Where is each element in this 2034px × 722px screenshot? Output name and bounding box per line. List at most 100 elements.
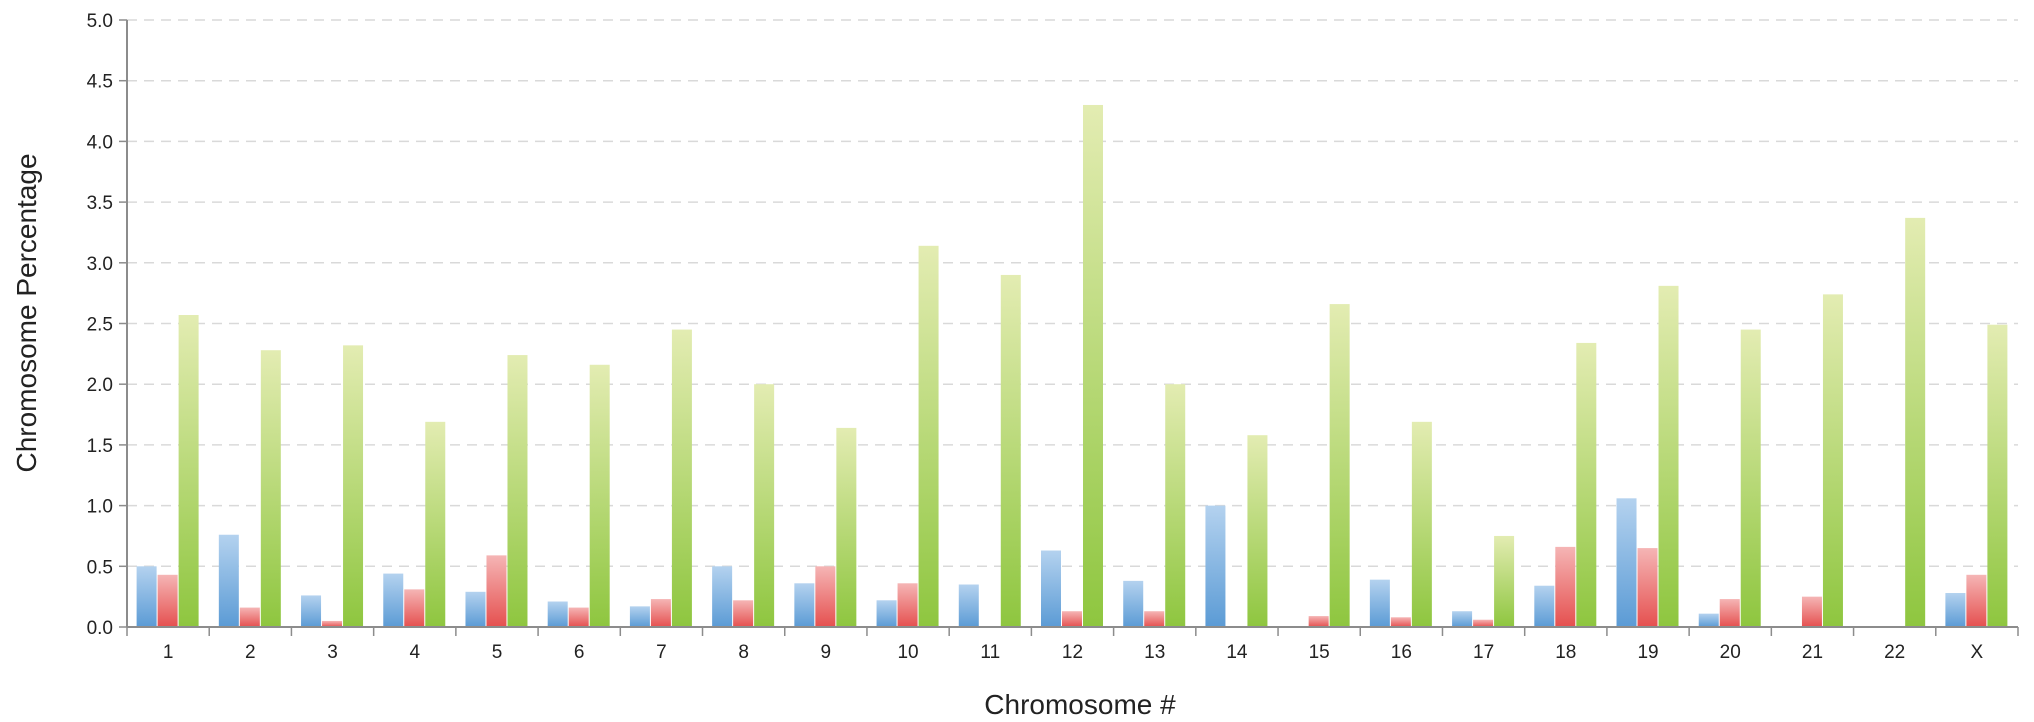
bar-series1-chr-9 (794, 583, 815, 627)
x-axis-title: Chromosome # (984, 689, 1176, 720)
bar-series1-chr-3 (301, 595, 322, 627)
bar-series3-chr-6 (589, 364, 610, 627)
bar-series3-chr-17 (1494, 535, 1515, 627)
bar-series3-chr-21 (1822, 294, 1843, 627)
bar-series3-chr-22 (1905, 217, 1926, 627)
bar-series1-chr-X (1945, 593, 1966, 627)
y-tick-label: 2.0 (87, 375, 113, 396)
bar-series1-chr-19 (1616, 498, 1637, 627)
bar-series3-chr-5 (507, 355, 528, 627)
bar-series2-chr-12 (1062, 611, 1082, 627)
x-tick-label: 19 (1637, 642, 1658, 663)
bar-series3-chr-2 (260, 350, 281, 627)
bar-series1-chr-2 (218, 534, 239, 627)
bar-series2-chr-8 (733, 600, 754, 627)
x-tick-label: 10 (897, 642, 918, 663)
bar-series2-chr-17 (1473, 619, 1494, 627)
y-tick-label: 5.0 (87, 11, 113, 32)
bar-series1-chr-7 (629, 606, 650, 627)
bar-series3-chr-4 (425, 421, 446, 627)
bar-series3-chr-7 (671, 329, 692, 627)
bar-series3-chr-13 (1165, 384, 1186, 627)
bar-series3-chr-1 (178, 315, 199, 627)
x-tick-label: 4 (409, 642, 420, 663)
bar-series3-chr-18 (1576, 342, 1597, 627)
x-tick-label: 17 (1473, 642, 1494, 663)
y-tick-label: 1.5 (87, 436, 113, 457)
bar-series2-chr-15 (1308, 616, 1329, 627)
bar-series1-chr-14 (1205, 505, 1226, 627)
y-tick-label: 2.5 (87, 315, 113, 336)
bar-series1-chr-6 (547, 601, 568, 627)
y-tick-label: 3.5 (87, 193, 113, 214)
bar-series1-chr-4 (383, 573, 404, 627)
bar-series3-chr-15 (1329, 304, 1350, 627)
bar-series2-chr-2 (239, 607, 260, 627)
bars (136, 104, 2008, 628)
x-tick-label: 6 (574, 642, 585, 663)
x-tick-label: 20 (1720, 642, 1741, 663)
bar-series3-chr-12 (1083, 104, 1103, 628)
bar-series2-chr-3 (322, 620, 343, 627)
x-tick-label: 22 (1884, 642, 1905, 663)
bar-series2-chr-5 (486, 555, 507, 627)
bar-series1-chr-16 (1369, 579, 1390, 627)
bar-series1-chr-8 (712, 566, 733, 627)
x-tick-label: 1 (163, 642, 174, 663)
bar-series2-chr-18 (1555, 546, 1576, 627)
bar-series2-chr-X (1966, 574, 1987, 627)
bar-series1-chr-11 (958, 584, 979, 627)
bar-series2-chr-19 (1637, 548, 1658, 627)
bar-series3-chr-8 (754, 384, 775, 627)
x-tick-label: 11 (980, 642, 1000, 663)
bar-series2-chr-9 (815, 566, 836, 627)
x-tick-label: 15 (1309, 642, 1330, 663)
x-tick-label: X (1971, 642, 1984, 663)
y-tick-label: 1.0 (87, 497, 113, 518)
y-tick-label: 0.0 (87, 618, 113, 639)
x-tick-label: 12 (1062, 642, 1083, 663)
bar-series2-chr-1 (157, 574, 178, 627)
bar-series3-chr-19 (1658, 285, 1679, 627)
bar-series3-chr-11 (1000, 274, 1021, 627)
bar-series1-chr-20 (1698, 613, 1719, 627)
y-axis-title: Chromosome Percentage (11, 153, 42, 472)
x-tick-label: 2 (245, 642, 256, 663)
x-tick-label: 13 (1144, 642, 1165, 663)
bar-series2-chr-7 (650, 599, 671, 627)
x-tick-label: 5 (492, 642, 503, 663)
x-tick-label: 8 (738, 642, 749, 663)
bar-series3-chr-9 (836, 427, 857, 627)
bar-series1-chr-18 (1534, 585, 1555, 627)
bar-series2-chr-21 (1801, 596, 1822, 627)
gridlines (127, 19, 2018, 568)
bar-series3-chr-X (1987, 324, 2008, 627)
y-tick-label: 3.0 (87, 254, 113, 275)
bar-series2-chr-4 (404, 589, 425, 627)
y-tick-label: 4.5 (87, 72, 113, 93)
x-tick-label: 21 (1802, 642, 1823, 663)
bar-series2-chr-13 (1144, 611, 1165, 627)
x-tick-label: 3 (327, 642, 338, 663)
axes (119, 19, 2019, 636)
x-tick-label: 9 (821, 642, 832, 663)
y-tick-label: 0.5 (87, 557, 113, 578)
bar-series2-chr-6 (568, 607, 589, 627)
bar-series3-chr-16 (1411, 421, 1432, 627)
bar-series3-chr-20 (1740, 329, 1761, 627)
bar-series3-chr-14 (1247, 435, 1268, 627)
tick-labels: 0.00.51.01.52.02.53.03.54.04.55.01 2 3 4 5 6 7… (87, 11, 1984, 663)
bar-series2-chr-20 (1719, 599, 1740, 627)
x-tick-label: 16 (1391, 642, 1412, 663)
bar-series1-chr-13 (1123, 580, 1144, 627)
bar-series3-chr-3 (343, 345, 364, 627)
x-tick-label: 7 (656, 642, 667, 663)
bar-series2-chr-10 (897, 583, 918, 627)
bar-series1-chr-17 (1452, 611, 1473, 627)
bar-series1-chr-1 (136, 566, 157, 627)
bar-series3-chr-10 (918, 245, 939, 627)
y-tick-label: 4.0 (87, 132, 113, 153)
bar-series1-chr-10 (876, 600, 897, 627)
x-tick-label: 14 (1226, 642, 1248, 663)
